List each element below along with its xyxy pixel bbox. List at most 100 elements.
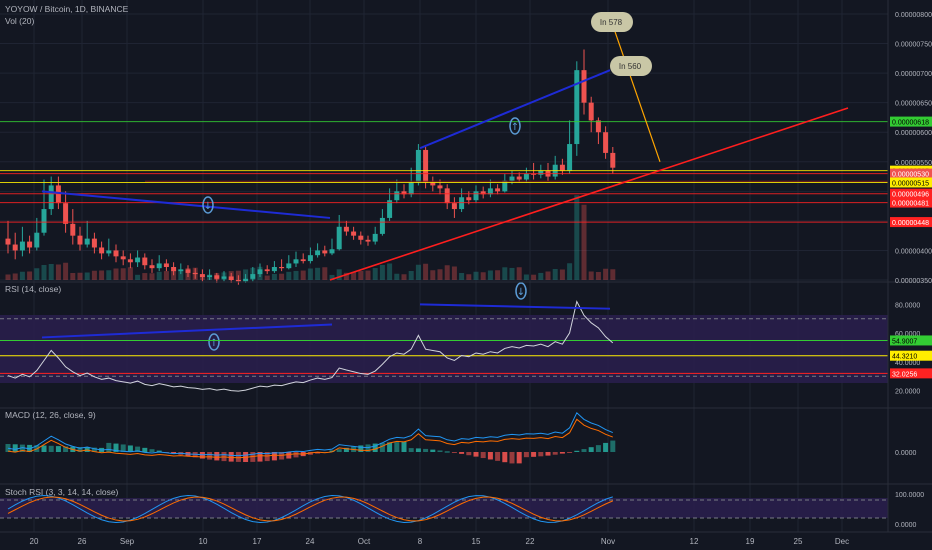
macd-histogram-bar [487, 452, 493, 460]
macd-histogram-bar [581, 449, 587, 452]
volume-bar [34, 268, 40, 280]
candle-body [343, 226, 349, 232]
macd-histogram-bar [55, 446, 61, 452]
annotation-callout-text: In 560 [619, 62, 642, 71]
time-tick-label: 8 [418, 537, 423, 546]
candle-body [567, 144, 573, 171]
volume-bar [437, 269, 443, 280]
candle-body [516, 176, 522, 180]
volume-bar [451, 266, 457, 280]
volume-bar [516, 267, 522, 280]
macd-histogram-bar [41, 445, 47, 452]
candle-body [329, 249, 335, 254]
candle-body [365, 239, 371, 242]
macd-histogram-bar [595, 445, 601, 452]
candle-body [595, 120, 601, 133]
volume-bar [552, 269, 558, 280]
candle-body [264, 269, 270, 272]
signal-arrow-up [208, 333, 220, 351]
volume-bar [336, 269, 342, 280]
candle-body [149, 265, 155, 269]
candle-body [574, 70, 580, 145]
time-tick-label: Nov [601, 537, 615, 546]
volume-bar [523, 274, 529, 280]
price-tag-text: 0.00000530 [892, 172, 929, 179]
candle-body [523, 173, 529, 180]
volume-bar [41, 265, 47, 280]
candle-body [34, 232, 40, 248]
macd-histogram-bar [156, 450, 162, 452]
macd-histogram-bar [142, 447, 148, 452]
stoch-tick-label: 0.0000 [895, 522, 917, 529]
volume-bar [5, 274, 11, 280]
macd-histogram-bar [588, 447, 594, 452]
signal-arrow-down-glyph: ↓ [204, 201, 212, 212]
volume-bar [379, 264, 385, 280]
candle-body [444, 188, 450, 204]
annotations: ↓ ↑ ↓ ↑ In 578 In 560 [0, 12, 888, 351]
volume-bar [156, 271, 162, 280]
macd-histogram-bar [466, 452, 472, 456]
time-tick-label: 20 [30, 537, 39, 546]
candle-body [99, 247, 105, 254]
candle-body [495, 188, 501, 192]
volume-bar [264, 275, 270, 280]
candle-body [271, 266, 277, 272]
time-tick-label: Sep [120, 537, 135, 546]
signal-arrow-up-glyph: ↑ [210, 338, 218, 349]
candle-body [509, 176, 515, 181]
macd-histogram-bar [574, 450, 580, 452]
macd-histogram-bar [271, 452, 277, 461]
volume-bar [372, 268, 378, 280]
volume-bar [271, 273, 277, 280]
volume-bar [55, 264, 61, 280]
candle-body [451, 203, 457, 210]
candle-body [293, 259, 299, 264]
support-trend-line [329, 107, 849, 281]
signal-arrow-down-glyph: ↓ [517, 287, 525, 298]
rsi-title: RSI (14, close) [5, 284, 61, 294]
annotation-callout [591, 12, 633, 32]
volume-bar [84, 272, 90, 280]
volume-bar [77, 272, 83, 280]
macd-histogram-bar [12, 444, 18, 452]
time-tick-label: 15 [472, 537, 481, 546]
macd-histogram-bar [315, 452, 321, 454]
time-tick-label: Dec [835, 537, 849, 546]
candle-body [351, 231, 357, 236]
candle-body [27, 241, 33, 248]
price-tag-text: 0.00000515 [892, 180, 929, 187]
candle-body [437, 185, 443, 189]
candle-body [394, 191, 400, 201]
price-tick-label: 0.00000650 [895, 101, 932, 108]
macd-pane [5, 411, 616, 464]
macd-histogram-bar [214, 452, 220, 461]
rsi-tick-label: 60.0000 [895, 331, 920, 338]
candle-body [106, 250, 112, 254]
macd-histogram-bar [286, 452, 292, 459]
candle-body [48, 185, 54, 210]
candle-body [207, 275, 213, 278]
signal-arrow-up [509, 117, 521, 135]
candle-body [408, 182, 414, 195]
candle-body [581, 70, 587, 103]
candle-body [5, 238, 11, 245]
macd-histogram-bar [293, 452, 299, 458]
macd-histogram-bar [423, 448, 429, 452]
rsi-tag-text: 54.9007 [892, 338, 917, 345]
volume-bar [135, 274, 141, 280]
time-tick-label: 19 [746, 537, 755, 546]
candle-body [322, 250, 328, 254]
volume-bar [106, 270, 112, 280]
macd-histogram-bar [336, 449, 342, 452]
time-tick-label: 12 [690, 537, 699, 546]
candle-body [192, 272, 198, 275]
macd-histogram-bar [63, 446, 69, 452]
signal-arrow-up-glyph: ↑ [511, 122, 519, 133]
macd-histogram-bar [408, 448, 414, 452]
volume-bar [343, 272, 349, 280]
price-tick-label: 0.00000350 [895, 278, 932, 285]
volume-bar [430, 270, 436, 280]
macd-histogram-bar [523, 452, 529, 458]
